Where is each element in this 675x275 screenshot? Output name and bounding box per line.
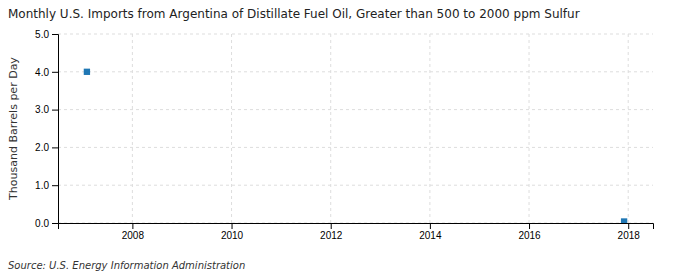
y-tick: 3.0	[35, 104, 58, 115]
x-tick-mark	[529, 223, 530, 229]
points	[84, 69, 628, 223]
x-tick-label: 2018	[618, 230, 641, 241]
point	[84, 69, 90, 75]
y-tick-mark	[52, 72, 58, 73]
x-tick-label: 2016	[518, 230, 541, 241]
y-tick-label: 1.0	[35, 180, 49, 191]
grid-line-y	[58, 185, 653, 186]
y-tick: 0.0	[35, 218, 58, 229]
y-tick: 4.0	[35, 67, 58, 78]
x-tick-label: 2010	[221, 230, 244, 241]
x-tick: 2014	[419, 223, 442, 241]
x-tick-mark	[331, 223, 332, 229]
x-tick: 2010	[221, 223, 244, 241]
y-tick-label: 2.0	[35, 142, 49, 153]
x-tick-mark	[132, 223, 133, 229]
x-tick: 2018	[618, 223, 641, 241]
x-tick: 2008	[122, 223, 145, 241]
grid-line-y	[58, 147, 653, 148]
x-tick-label: 2012	[320, 230, 343, 241]
y-tick: 2.0	[35, 142, 58, 153]
x-tick-mark	[628, 223, 629, 229]
y-axis-label: Thousand Barrels per Day	[7, 57, 20, 201]
grid-line-y	[58, 109, 653, 110]
grid-line-x	[330, 34, 331, 223]
grid-line-x	[231, 34, 232, 223]
y-axis-line	[52, 35, 59, 224]
x-tick-label: 2008	[122, 230, 145, 241]
x-tick-mark	[430, 223, 431, 229]
x-tick-label: 2014	[419, 230, 442, 241]
grid-line-x	[628, 34, 629, 223]
y-tick-mark	[52, 185, 58, 186]
chart: 2008 2010 2012 2014 2016 2018 0.0 1.0 2.0 3.0 4.0 5…	[0, 0, 675, 275]
y-tick-mark	[52, 147, 58, 148]
y-tick: 1.0	[35, 180, 58, 191]
y-axis: 0.0 1.0 2.0 3.0 4.0 5.0	[35, 29, 58, 229]
y-tick: 5.0	[35, 29, 58, 40]
x-tick-mark	[232, 223, 233, 229]
point	[621, 218, 627, 223]
source-annotation: Source: U.S. Energy Information Administ…	[8, 260, 245, 271]
x-axis: 2008 2010 2012 2014 2016 2018	[59, 223, 654, 241]
y-tick-label: 4.0	[35, 67, 49, 78]
y-tick-mark	[52, 110, 58, 111]
x-tick: 2016	[518, 223, 541, 241]
grid-line-x	[429, 34, 430, 223]
y-tick-mark	[52, 34, 58, 35]
y-tick-label: 5.0	[35, 29, 49, 40]
grid-line-y	[58, 34, 653, 35]
plot: 2008 2010 2012 2014 2016 2018 0.0 1.0 2.0 3.0 4.0 5…	[35, 29, 653, 241]
y-tick-label: 0.0	[35, 218, 49, 229]
x-axis-line	[59, 224, 654, 230]
grid-line-x	[529, 34, 530, 223]
grid-line-x	[132, 34, 133, 223]
grid	[58, 34, 653, 223]
grid-line-y	[58, 71, 653, 72]
y-tick-label: 3.0	[35, 104, 49, 115]
y-tick-mark	[52, 223, 58, 224]
x-tick: 2012	[320, 223, 343, 241]
title: Monthly U.S. Imports from Argentina of D…	[8, 7, 580, 21]
